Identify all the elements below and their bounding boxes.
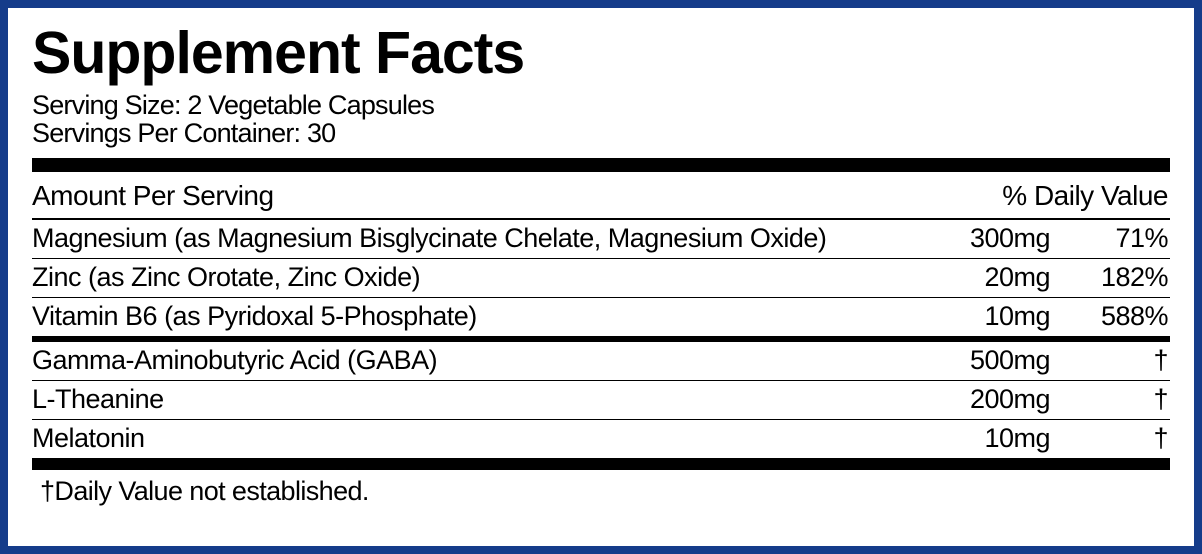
supplement-facts-panel: Supplement Facts Serving Size: 2 Vegetab… [0,0,1202,554]
ingredient-dv: † [1050,423,1170,454]
serving-meta: Serving Size: 2 Vegetable Capsules Servi… [32,91,1170,148]
serving-size: Serving Size: 2 Vegetable Capsules [32,91,1170,119]
dv-footnote: †Daily Value not established. [32,474,1170,507]
ingredient-row: Gamma-Aminobutyric Acid (GABA)500mg† [32,336,1170,380]
ingredient-rows: Magnesium (as Magnesium Bisglycinate Che… [32,220,1170,458]
panel-title: Supplement Facts [32,24,1170,83]
bottom-thick-rule [32,458,1170,470]
ingredient-dv: † [1050,384,1170,415]
ingredient-row: Melatonin10mg† [32,419,1170,458]
header-daily-value: % Daily Value [910,180,1170,212]
servings-per-container: Servings Per Container: 30 [32,119,1170,147]
ingredient-name: Gamma-Aminobutyric Acid (GABA) [32,345,920,376]
ingredient-amount: 200mg [920,384,1050,415]
ingredient-dv: 71% [1050,223,1170,254]
ingredient-dv: † [1050,345,1170,376]
ingredient-row: L-Theanine200mg† [32,380,1170,419]
ingredient-dv: 588% [1050,301,1170,332]
top-thick-rule [32,158,1170,172]
ingredient-name: L-Theanine [32,384,920,415]
ingredient-amount: 500mg [920,345,1050,376]
ingredient-amount: 10mg [920,301,1050,332]
ingredient-name: Magnesium (as Magnesium Bisglycinate Che… [32,223,920,254]
ingredient-dv: 182% [1050,262,1170,293]
ingredient-row: Vitamin B6 (as Pyridoxal 5-Phosphate)10m… [32,297,1170,336]
ingredient-name: Melatonin [32,423,920,454]
ingredient-row: Magnesium (as Magnesium Bisglycinate Che… [32,220,1170,258]
table-header: Amount Per Serving % Daily Value [32,176,1170,218]
header-amount-per-serving: Amount Per Serving [32,180,910,212]
ingredient-amount: 20mg [920,262,1050,293]
ingredient-row: Zinc (as Zinc Orotate, Zinc Oxide)20mg18… [32,258,1170,297]
ingredient-name: Vitamin B6 (as Pyridoxal 5-Phosphate) [32,301,920,332]
ingredient-amount: 300mg [920,223,1050,254]
ingredient-name: Zinc (as Zinc Orotate, Zinc Oxide) [32,262,920,293]
ingredient-amount: 10mg [920,423,1050,454]
